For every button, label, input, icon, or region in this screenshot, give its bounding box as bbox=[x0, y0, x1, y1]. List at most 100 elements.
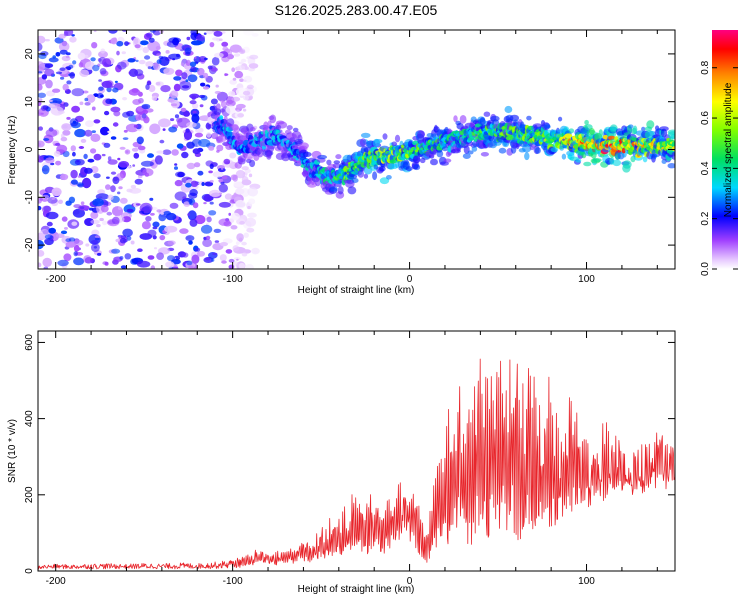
heatmap-noise-blob bbox=[185, 182, 192, 188]
heatmap-noise-blob bbox=[209, 201, 214, 205]
heatmap-noise-blob bbox=[156, 209, 162, 213]
snr-ytick-label: 0 bbox=[24, 568, 35, 574]
heatmap-noise-blob bbox=[216, 144, 224, 152]
heatmap-noise-blob bbox=[183, 201, 191, 207]
heatmap-noise-blob bbox=[233, 180, 243, 187]
heatmap-noise-blob bbox=[82, 90, 89, 94]
heatmap-ridge-halo bbox=[294, 138, 304, 145]
heatmap-ridge-halo bbox=[416, 130, 425, 139]
heatmap-noise-blob bbox=[115, 238, 121, 243]
heatmap-noise-blob bbox=[121, 216, 132, 223]
heatmap-noise-blob bbox=[85, 120, 94, 128]
snr-ylabel: SNR (10 * v/v) bbox=[7, 419, 18, 483]
heatmap-noise-blob bbox=[90, 133, 101, 142]
heatmap-noise-blob bbox=[72, 208, 85, 218]
heatmap-ridge-halo bbox=[480, 152, 489, 157]
heatmap-noise-blob bbox=[241, 179, 252, 186]
heatmap-noise-blob bbox=[77, 52, 86, 60]
heatmap-noise-blob bbox=[147, 66, 152, 70]
heatmap-ridge-halo bbox=[641, 126, 646, 132]
heatmap-noise-blob bbox=[39, 197, 43, 201]
heatmap-noise-blob bbox=[176, 143, 184, 149]
heatmap-noise-blob bbox=[119, 146, 126, 150]
heatmap-ridge-halo bbox=[372, 171, 378, 181]
heatmap-noise-blob bbox=[152, 221, 160, 228]
snr-ytick-label: 400 bbox=[24, 410, 35, 427]
heatmap-noise-blob bbox=[71, 105, 80, 113]
heatmap-noise-blob bbox=[38, 71, 43, 74]
heatmap-noise-blob bbox=[38, 42, 43, 52]
heatmap-noise-blob bbox=[95, 193, 109, 200]
heatmap-marks bbox=[38, 30, 675, 269]
heatmap-noise-blob bbox=[191, 254, 200, 264]
heatmap-noise-blob bbox=[208, 146, 215, 151]
heatmap-noise-blob bbox=[84, 129, 93, 137]
heatmap-noise-blob bbox=[190, 66, 197, 72]
colorbar-tick-label: 0.4 bbox=[700, 161, 711, 175]
heatmap-noise-blob bbox=[135, 59, 139, 63]
heatmap-ridge-halo bbox=[462, 153, 471, 160]
heatmap-ridge-halo bbox=[374, 139, 383, 144]
heatmap-noise-blob bbox=[237, 113, 245, 118]
heatmap-noise-blob bbox=[105, 184, 111, 190]
heatmap-noise-blob bbox=[155, 81, 164, 87]
heatmap-noise-blob bbox=[44, 234, 53, 240]
heatmap-noise-blob bbox=[72, 60, 77, 65]
heatmap-noise-blob bbox=[194, 247, 201, 252]
heatmap-noise-blob bbox=[79, 206, 85, 210]
heatmap-noise-blob bbox=[122, 228, 133, 237]
heatmap-noise-blob bbox=[150, 212, 155, 216]
heatmap-ridge-halo bbox=[332, 163, 341, 169]
heatmap-noise-blob bbox=[55, 71, 63, 75]
heatmap-noise-blob bbox=[96, 224, 101, 228]
heatmap-noise-blob bbox=[168, 126, 178, 133]
heatmap-noise-blob bbox=[120, 265, 127, 269]
heatmap-ridge-halo bbox=[326, 159, 332, 166]
heatmap-noise-blob bbox=[87, 158, 95, 163]
heatmap-noise-blob bbox=[206, 216, 212, 223]
heatmap-ridge-core bbox=[621, 147, 626, 154]
heatmap-noise-blob bbox=[110, 37, 118, 45]
heatmap-noise-blob bbox=[215, 84, 219, 88]
heatmap-noise-blob bbox=[209, 163, 214, 169]
heatmap-ridge-halo bbox=[561, 153, 567, 160]
heatmap-noise-blob bbox=[107, 159, 118, 165]
heatmap-noise-blob bbox=[96, 93, 104, 99]
heatmap-noise-blob bbox=[72, 151, 76, 157]
heatmap-noise-blob bbox=[147, 153, 154, 158]
heatmap-noise-blob bbox=[189, 61, 197, 67]
heatmap-noise-blob bbox=[241, 166, 249, 171]
heatmap-ridge-halo bbox=[352, 178, 359, 183]
heatmap-noise-blob bbox=[212, 37, 219, 41]
heatmap-noise-blob bbox=[63, 31, 69, 37]
heatmap-noise-blob bbox=[124, 41, 129, 46]
heatmap-noise-blob bbox=[182, 196, 187, 200]
heatmap-noise-blob bbox=[100, 204, 109, 213]
heatmap-noise-blob bbox=[101, 153, 106, 157]
heatmap-noise-blob bbox=[58, 41, 70, 52]
heatmap-noise-blob bbox=[136, 136, 144, 145]
heatmap-noise-blob bbox=[185, 51, 191, 56]
heatmap-noise-blob bbox=[225, 105, 236, 115]
heatmap-ridge-halo bbox=[628, 124, 634, 129]
heatmap-noise-blob bbox=[186, 36, 191, 41]
heatmap-noise-blob bbox=[234, 70, 244, 79]
heatmap-noise-blob bbox=[209, 42, 215, 48]
heatmap-noise-blob bbox=[73, 244, 80, 252]
heatmap-noise-blob bbox=[55, 160, 62, 166]
heatmap-noise-blob bbox=[174, 163, 178, 166]
heatmap-ridge-halo bbox=[589, 127, 595, 135]
heatmap-noise-blob bbox=[73, 257, 85, 266]
heatmap-noise-blob bbox=[231, 96, 241, 102]
heatmap-ridge-halo bbox=[386, 175, 392, 180]
heatmap-ytick-label: 0 bbox=[24, 146, 35, 152]
heatmap-noise-blob bbox=[74, 159, 85, 166]
snr-xtick-label: -100 bbox=[223, 576, 243, 587]
heatmap-ridge-halo bbox=[467, 150, 474, 155]
heatmap-noise-blob bbox=[106, 86, 112, 93]
heatmap-noise-blob bbox=[111, 216, 120, 225]
heatmap-ridge-halo bbox=[277, 121, 288, 129]
heatmap-noise-blob bbox=[139, 210, 145, 214]
heatmap-noise-blob bbox=[204, 57, 208, 61]
